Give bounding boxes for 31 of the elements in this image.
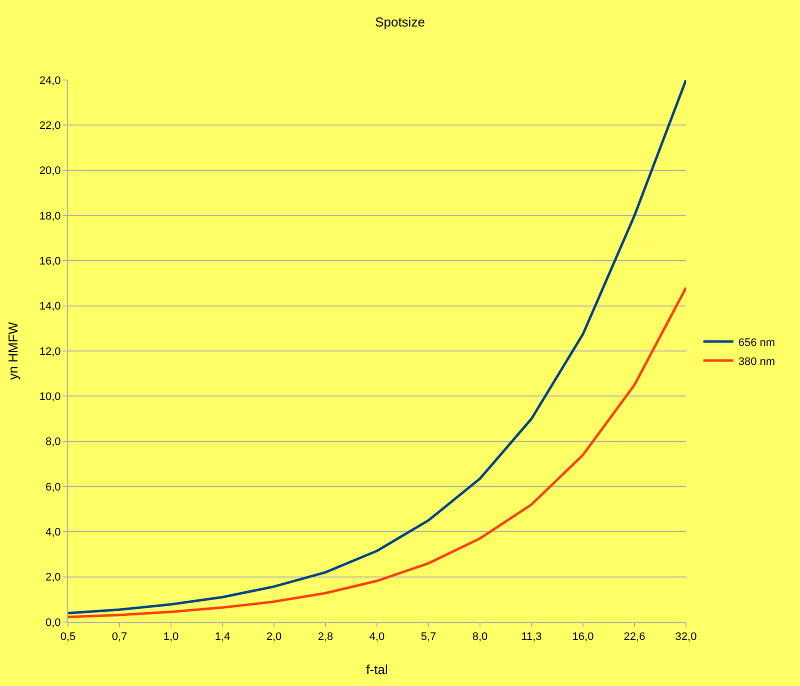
x-tick-label: 32,0 (675, 631, 697, 644)
legend-label: 656 nm (738, 336, 776, 349)
x-tick-label: 8,0 (472, 631, 488, 644)
y-tick-label: 6,0 (46, 481, 61, 494)
x-axis-title: f-tal (366, 662, 388, 677)
y-tick-label: 22,0 (39, 120, 61, 132)
x-tick-label: 2,0 (266, 631, 282, 644)
y-tick-label: 8,0 (46, 436, 61, 448)
legend-label: 380 nm (738, 356, 776, 368)
x-tick-label: 1,4 (214, 631, 230, 644)
x-tick-label: 0,5 (60, 631, 76, 644)
x-tick-label: 11,3 (521, 631, 542, 644)
chart-title: Spotsize (375, 14, 425, 30)
x-tick-label: 16,0 (572, 631, 594, 644)
y-tick-label: 4,0 (46, 526, 61, 539)
y-tick-label: 10,0 (39, 391, 61, 404)
y-tick-label: 14,0 (39, 300, 61, 313)
y-tick-label: 2,0 (46, 572, 61, 584)
y-tick-label: 20,0 (39, 165, 61, 178)
y-tick-label: 16,0 (39, 256, 61, 268)
y-tick-label: 24,0 (39, 74, 61, 87)
x-tick-label: 0,7 (112, 631, 128, 644)
x-tick-label: 1,0 (163, 631, 179, 644)
y-tick-label: 18,0 (39, 210, 61, 222)
y-tick-label: 0,0 (46, 616, 61, 629)
y-tick-label: 12,0 (39, 346, 61, 358)
x-tick-label: 2,8 (318, 631, 334, 644)
y-axis-title: yn HMFW (5, 321, 20, 380)
x-tick-label: 5,7 (420, 631, 436, 644)
x-tick-label: 4,0 (369, 631, 385, 644)
x-tick-label: 22,6 (624, 631, 646, 644)
